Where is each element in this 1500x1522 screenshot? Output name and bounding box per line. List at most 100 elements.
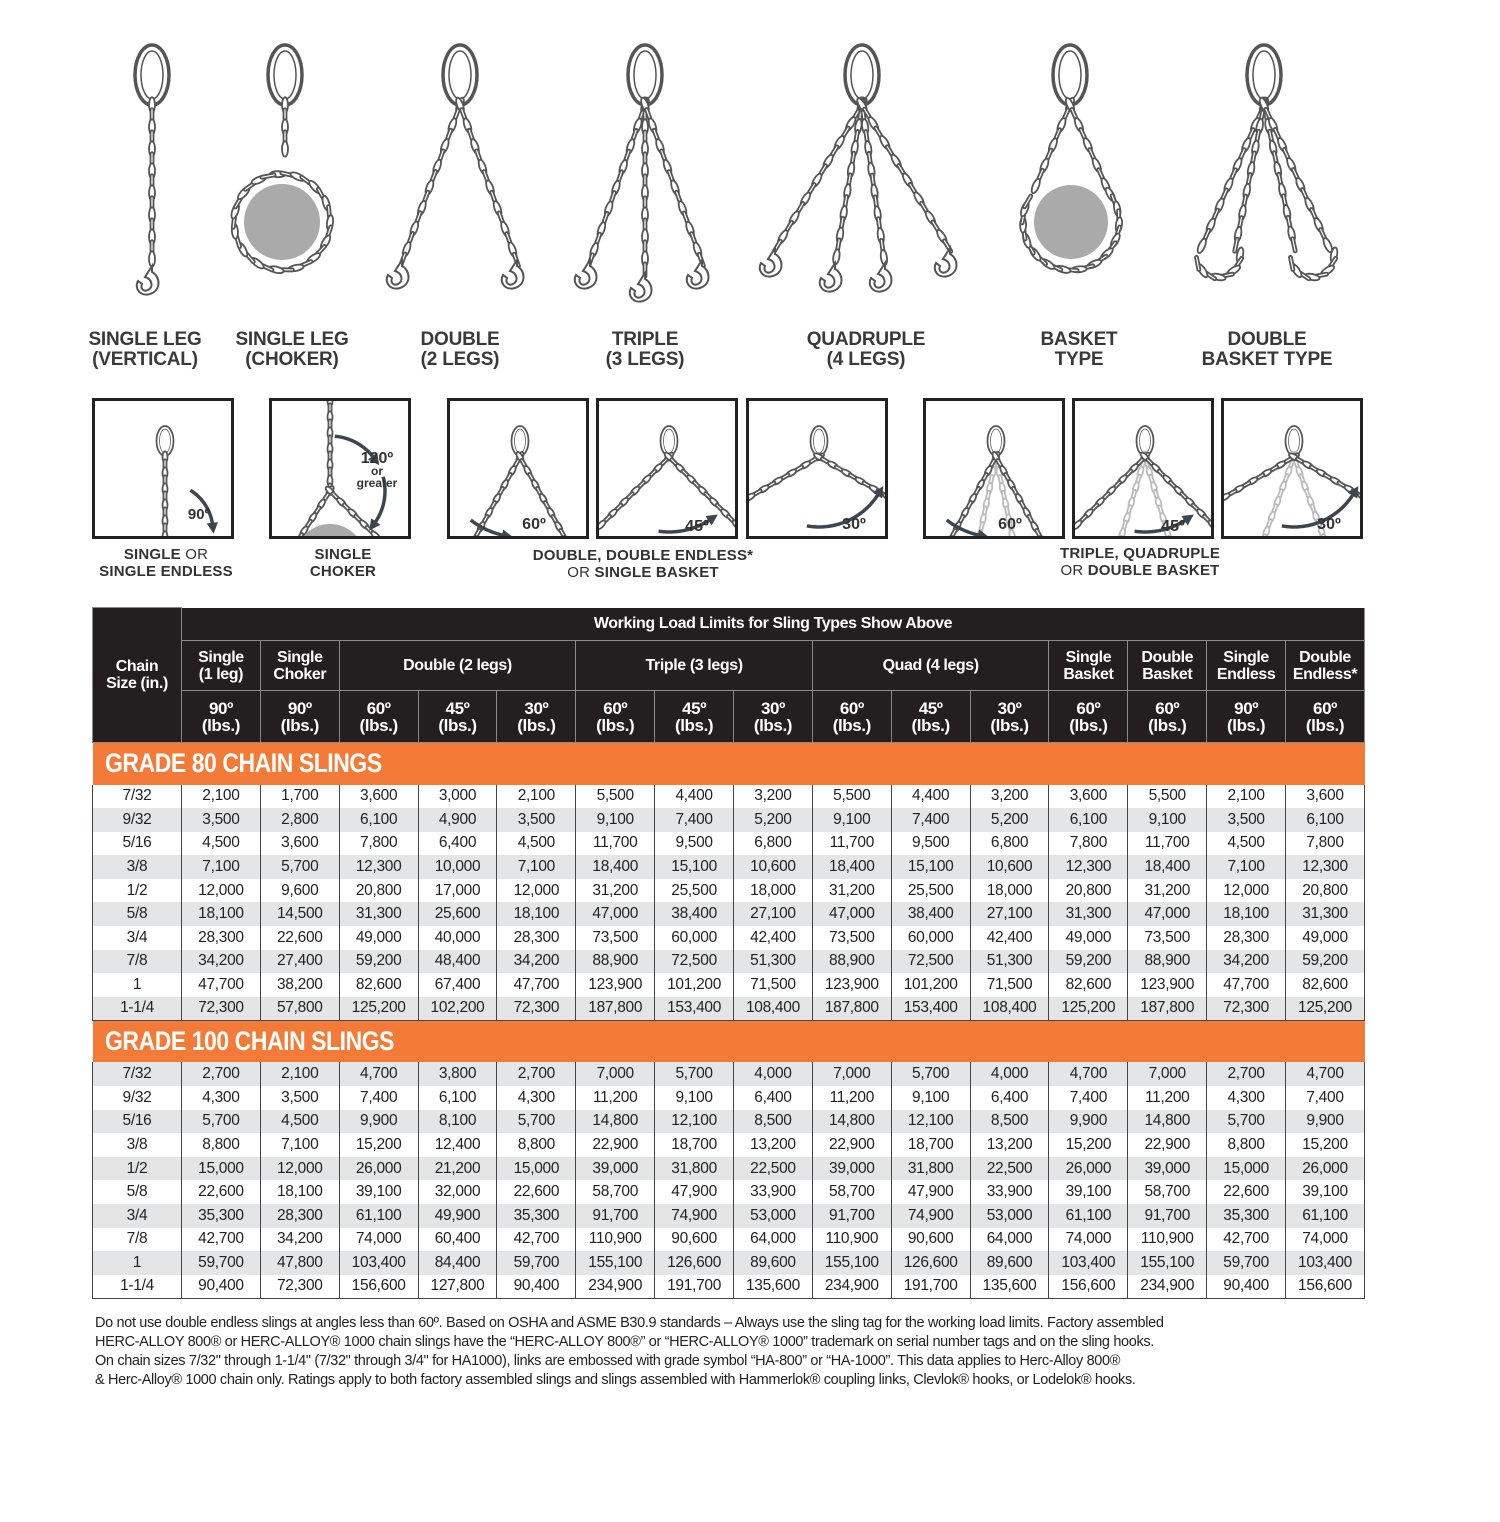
load-limit-cell: 123,900: [575, 973, 656, 997]
chain-icon: [398, 96, 465, 268]
chain-icon: [640, 96, 706, 269]
load-limit-cell: 191,700: [890, 1274, 971, 1299]
table-row: 9/32 3,500 2,800 6,100 4,900 3,500 9,100 7,400 5…: [92, 808, 1365, 832]
chain-size-cell: 9/32: [92, 808, 182, 832]
column-group-header: Double (2 legs): [338, 640, 577, 691]
chain-size-cell: 1/2: [92, 878, 182, 903]
chain-icon: [641, 96, 649, 279]
load-limit-cell: 7,800: [338, 831, 419, 856]
load-limit-cell: 4,000: [733, 1062, 813, 1087]
load-limit-cell: 11,700: [575, 831, 656, 856]
load-limit-cell: 22,900: [1127, 1133, 1208, 1157]
master-link-icon: [809, 425, 829, 457]
load-limit-cell: 40,000: [417, 926, 498, 950]
load-limit-cell: 18,400: [811, 855, 892, 879]
load-limit-cell: 12,100: [890, 1109, 971, 1134]
load-limit-cell: 90,400: [1206, 1274, 1287, 1299]
chain-icon: [455, 96, 521, 269]
chain-size-cell: 1: [92, 1251, 182, 1275]
load-limit-cell: 2,100: [181, 784, 261, 809]
load-limit-cell: 15,100: [890, 855, 971, 879]
load-limit-cell: 64,000: [969, 1227, 1050, 1252]
chain-icon: [813, 452, 885, 502]
caption-double: DOUBLE, DOUBLE ENDLESS* OR SINGLE BASKET: [532, 547, 754, 581]
load-limit-cell: 4,300: [496, 1086, 577, 1110]
chain-size-cell: 9/32: [92, 1086, 182, 1110]
load-limit-cell: 103,400: [338, 1251, 419, 1275]
load-limit-cell: 153,400: [654, 996, 735, 1021]
load-limit-cell: 156,600: [338, 1274, 419, 1299]
master-link-icon: [626, 43, 664, 107]
chain-size-cell: 1-1/4: [92, 996, 182, 1021]
caption-multi: TRIPLE, QUADRUPLE OR DOUBLE BASKET: [1059, 545, 1221, 579]
load-limit-cell: 7,100: [496, 855, 577, 879]
load-limit-cell: 125,200: [338, 996, 419, 1021]
load-limit-cell: 4,500: [496, 831, 577, 856]
load-limit-cell: 10,600: [969, 855, 1050, 879]
load-limit-cell: 26,000: [1048, 1156, 1129, 1181]
load-limit-cell: 88,900: [1127, 949, 1208, 974]
load-limit-cell: 4,500: [1206, 831, 1287, 856]
load-limit-cell: 12,300: [1048, 855, 1129, 879]
master-link-icon: [441, 43, 479, 107]
load-limit-cell: 12,000: [1206, 878, 1287, 903]
caption-choker: SINGLE CHOKER: [309, 546, 377, 580]
load-limit-cell: 47,000: [811, 902, 892, 927]
chain-icon: [856, 97, 954, 254]
load-limit-cell: 42,400: [733, 926, 813, 950]
load-limit-cell: 18,100: [259, 1180, 340, 1204]
load-limit-cell: 42,400: [969, 926, 1050, 950]
load-limit-cell: 28,300: [1206, 926, 1287, 950]
load-limit-cell: 6,100: [1048, 808, 1129, 832]
load-limit-cell: 14,500: [259, 902, 340, 927]
load-limit-cell: 187,800: [811, 996, 892, 1021]
angle-header: 90º (lbs.): [181, 690, 261, 743]
load-limit-cell: 18,100: [181, 902, 261, 927]
sling-type-label: QUADRUPLE (4 LEGS): [806, 329, 926, 370]
chain-icon: [326, 401, 334, 496]
chain-icon: [230, 170, 335, 274]
table-row: 7/32 2,700 2,100 4,700 3,800 2,700 7,000 5,700 4…: [92, 1062, 1365, 1087]
load-limit-cell: 20,800: [338, 878, 419, 903]
column-group-header: Double Basket: [1127, 640, 1208, 691]
hook-icon: [685, 256, 710, 290]
master-link-icon: [510, 425, 530, 457]
sling-type-label: SINGLE LEG (VERTICAL): [88, 329, 202, 370]
load-limit-cell: 60,000: [890, 926, 971, 950]
angle-box-choker: 120º or greater: [269, 398, 411, 539]
load-limit-cell: 47,700: [181, 973, 261, 997]
footnote-line: On chain sizes 7/32" through 1-1/4" (7/3…: [95, 1353, 1121, 1369]
load-limit-cell: 4,400: [890, 784, 971, 809]
column-group-header: Double Endless*: [1285, 640, 1365, 691]
load-limit-cell: 91,700: [575, 1204, 656, 1228]
angle-box-single: 90º: [92, 398, 234, 539]
chain-icon: [1288, 452, 1360, 502]
chain-icon: [1019, 186, 1123, 274]
load-limit-cell: 58,700: [575, 1180, 656, 1204]
load-limit-cell: 59,200: [1285, 949, 1365, 974]
load-limit-cell: 9,900: [338, 1109, 419, 1134]
load-limit-cell: 103,400: [1285, 1251, 1365, 1275]
load-limit-cell: 9,900: [1285, 1109, 1365, 1134]
load-limit-cell: 31,300: [1048, 902, 1129, 927]
table-row: 5/8 22,600 18,100 39,100 32,000 22,600 58,700 4…: [92, 1180, 1365, 1204]
load-limit-cell: 18,000: [969, 878, 1050, 903]
load-limit-cell: 58,700: [1127, 1180, 1208, 1204]
chain-size-cell: 5/8: [92, 1180, 182, 1204]
load-limit-cell: 123,900: [1127, 973, 1208, 997]
load-limit-cell: 5,700: [181, 1109, 261, 1134]
hook-icon: [135, 262, 160, 296]
chain-size-cell: 3/8: [92, 1133, 182, 1157]
load-limit-cell: 8,100: [417, 1109, 498, 1134]
load-limit-cell: 42,700: [1206, 1227, 1287, 1252]
table-row: 5/16 4,500 3,600 7,800 6,400 4,500 11,700 9,500…: [92, 831, 1365, 856]
load-limit-cell: 7,400: [338, 1086, 419, 1110]
master-link-icon: [659, 425, 679, 457]
load-limit-cell: 6,400: [969, 1086, 1050, 1110]
load-limit-cell: 5,500: [575, 784, 656, 809]
load-limit-cell: 27,400: [259, 949, 340, 974]
load-limit-cell: 22,500: [969, 1156, 1050, 1181]
column-group-header: Single (1 leg): [181, 640, 261, 691]
load-limit-cell: 22,900: [575, 1133, 656, 1157]
hook-icon: [500, 256, 525, 290]
